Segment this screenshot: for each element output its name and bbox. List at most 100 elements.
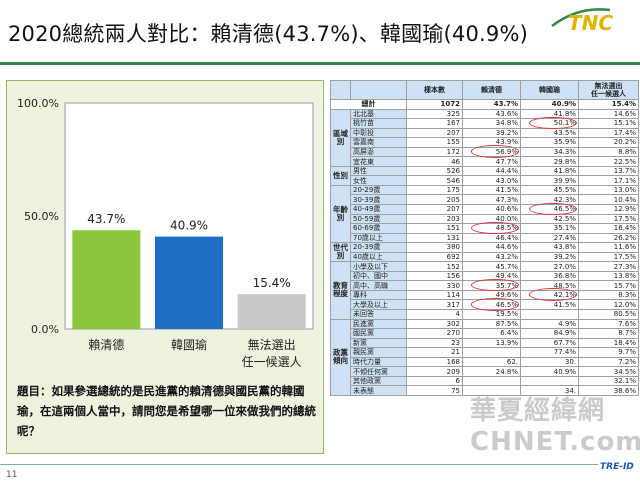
none-percent-cell: 38.6%: [578, 385, 639, 396]
sample-size-cell: 167: [406, 118, 463, 129]
group-label: 世代別: [330, 242, 351, 263]
none-percent-cell: 13.8%: [578, 270, 639, 282]
lai-percent-cell: 45.7%: [462, 261, 521, 272]
han-percent-cell: 35.1%: [520, 223, 579, 234]
lai-percent-cell: 47.7%: [462, 156, 521, 167]
lai-percent-cell: 56.9%: [462, 146, 521, 158]
title-divider: [0, 62, 640, 65]
category-cell: 民進黨: [350, 318, 407, 330]
han-percent-cell: 39.9%: [520, 175, 579, 186]
lai-percent-cell: 46.4%: [462, 232, 521, 244]
bar: [155, 236, 223, 329]
category-cell: 親民黨: [350, 347, 407, 358]
lai-percent-cell: 6.4%: [462, 328, 521, 339]
han-percent-cell: 40.9%: [520, 366, 579, 377]
x-tick-label: 韓國瑜: [171, 337, 207, 352]
table-row: 50-59歲 203 40.0% 42.5% 17.5%: [331, 213, 639, 225]
category-cell: 30-39歲: [350, 194, 407, 205]
sample-size-cell: 4: [406, 309, 463, 320]
y-tick-label: 50.0%: [24, 210, 59, 223]
category-cell: 國民黨: [350, 328, 407, 339]
none-percent-cell: 13.7%: [578, 165, 639, 177]
han-percent-cell: 34.3%: [520, 146, 579, 158]
table-row: 未表態 75 34. 38.6%: [331, 385, 639, 396]
category-cell: 其他政黨: [350, 375, 407, 387]
table-row: 教育程度 小學及以下 152 45.7% 27.0% 27.3%: [330, 261, 639, 320]
none-percent-cell: 80.5%: [578, 309, 639, 320]
table-row: 高屏澎 172 56.9% 34.3% 8.8%: [331, 146, 639, 158]
lai-percent-cell: 39.2%: [462, 127, 521, 139]
none-percent-cell: 17.5%: [578, 251, 639, 263]
han-percent-cell: 40.9%: [520, 99, 579, 110]
category-cell: 40歲以上: [350, 251, 407, 263]
x-tick-label: 任一候選人: [242, 355, 302, 369]
table-row: 桃竹苗 167 34.8% 50.1% 15.1%: [331, 118, 639, 129]
sample-size-cell: 692: [406, 251, 463, 263]
lai-percent-cell: 40.6%: [462, 204, 521, 215]
none-percent-cell: 12.0%: [578, 299, 639, 311]
table-row: 40歲以上 692 43.2% 39.2% 17.5%: [331, 251, 639, 263]
lai-percent-cell: 19.5%: [462, 309, 521, 320]
none-percent-cell: 26.2%: [578, 232, 639, 244]
category-cell: 未回答: [350, 309, 407, 320]
sample-size-cell: 380: [406, 242, 463, 253]
logo-swoosh: [551, 8, 611, 27]
han-percent-cell: 84.9%: [520, 328, 579, 339]
category-cell: 50-59歲: [350, 213, 407, 225]
none-percent-cell: 7.2%: [578, 356, 639, 368]
lai-percent-cell: 13.9%: [462, 337, 521, 349]
han-percent-cell: 27.0%: [520, 261, 579, 272]
watermark: 華夏經緯網 CHNET.com: [470, 396, 640, 457]
lai-percent-cell: 47.3%: [462, 194, 521, 205]
han-percent-cell: 48.5%: [520, 280, 579, 291]
sample-size-cell: 168: [406, 356, 463, 368]
han-percent-cell: 77.4%: [520, 347, 579, 358]
sample-size-cell: 317: [406, 299, 463, 311]
sample-size-cell: 75: [406, 385, 463, 396]
sample-size-cell: 1072: [406, 99, 463, 110]
category-cell: 未表態: [350, 385, 407, 396]
han-percent-cell: 67.7%: [520, 337, 579, 349]
sample-size-cell: 325: [406, 108, 463, 120]
lai-percent-cell: 35.7%: [462, 280, 521, 291]
lai-percent-cell: 44.4%: [462, 165, 521, 177]
category-cell: 高中、高職: [350, 280, 407, 291]
tnc-logo: TNC: [551, 8, 613, 35]
lai-percent-cell: 24.8%: [462, 366, 521, 377]
logo-text: TNC: [568, 11, 613, 35]
chart-panel: 0.0% 50.0% 100.0% 43.7% 賴清德 40.9% 韓國瑜 15.4% 無法選出…: [6, 80, 324, 454]
han-percent-cell: 41.8%: [520, 108, 579, 120]
table-row: 30-39歲 205 47.3% 42.3% 10.4%: [331, 194, 639, 205]
sample-size-cell: 203: [406, 213, 463, 225]
table-row: 其他政黨 6 32.1%: [331, 375, 639, 387]
sample-size-cell: 270: [406, 328, 463, 339]
table-row: 親民黨 21 77.4% 9.7%: [331, 347, 639, 358]
none-percent-cell: 9.7%: [578, 347, 639, 358]
han-percent-cell: 46.5%: [520, 204, 579, 215]
category-cell: 20-39歲: [350, 242, 407, 253]
sample-size-cell: 205: [406, 194, 463, 205]
x-tick-label: 無法選出: [248, 337, 296, 352]
table-row: 高中、高職 330 35.7% 48.5% 15.7%: [331, 280, 639, 291]
lai-percent-cell: 48.5%: [462, 223, 521, 234]
category-cell: 初中、國中: [350, 270, 407, 282]
han-percent-cell: 42.3%: [520, 194, 579, 205]
group-label: 年齡別: [330, 184, 351, 244]
none-percent-cell: 15.4%: [578, 99, 639, 110]
table-row: 區域別 北北基 325 43.6% 41.8% 14.6%: [330, 108, 639, 167]
table-row: 不傾任何黨 209 24.8% 40.9% 34.5%: [331, 366, 639, 377]
column-header: [350, 80, 407, 100]
group-label: 政黨傾向: [330, 318, 351, 396]
sample-size-cell: 175: [406, 184, 463, 196]
footer-divider: [0, 464, 598, 465]
table-row: 專科 114 49.6% 42.1% 8.3%: [331, 289, 639, 301]
sample-size-cell: 526: [406, 165, 463, 177]
data-label: 43.7%: [87, 212, 125, 226]
han-percent-cell: 42.1%: [520, 289, 579, 301]
none-percent-cell: 8.3%: [578, 289, 639, 301]
category-cell: 40-49歲: [350, 204, 407, 215]
table-row: 新黨 23 13.9% 67.7% 18.4%: [331, 337, 639, 349]
none-percent-cell: 13.0%: [578, 184, 639, 196]
table-row: 時代力量 168 62. 30. 7.2%: [331, 356, 639, 368]
han-percent-cell: 41.5%: [520, 299, 579, 311]
